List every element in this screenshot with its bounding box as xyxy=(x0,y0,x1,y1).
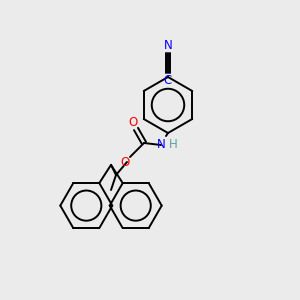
Text: O: O xyxy=(128,116,138,128)
Text: H: H xyxy=(169,139,177,152)
Text: N: N xyxy=(157,139,165,152)
Text: N: N xyxy=(164,39,172,52)
Text: O: O xyxy=(120,157,130,169)
Text: C: C xyxy=(164,74,172,87)
